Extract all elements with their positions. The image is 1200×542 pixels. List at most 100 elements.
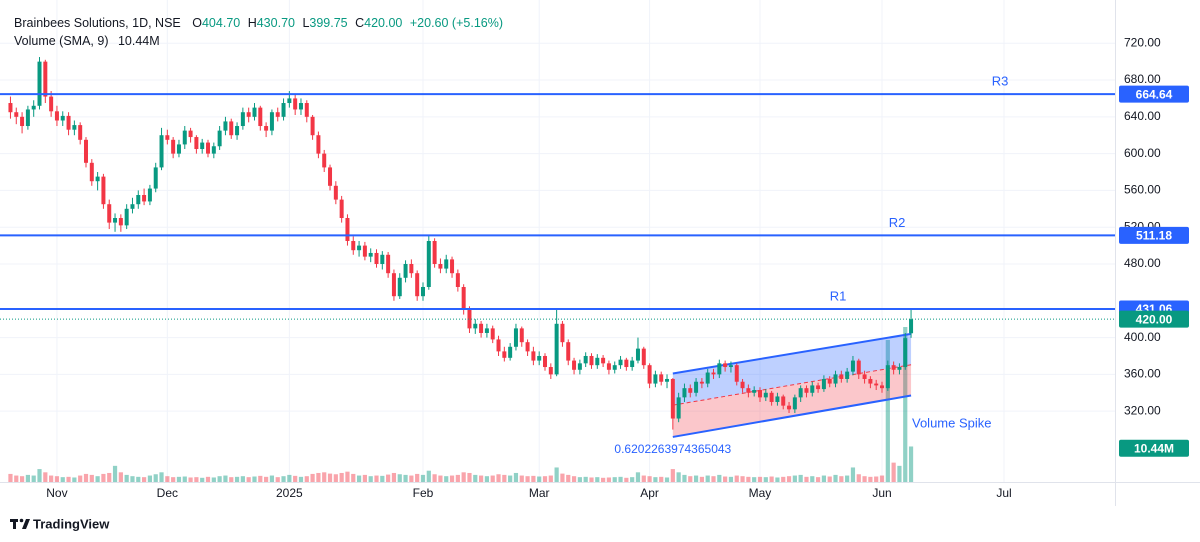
volume-bar <box>19 476 25 482</box>
candle-body <box>624 359 629 368</box>
volume-bar <box>595 477 600 482</box>
volume-bar <box>246 477 251 482</box>
volume-bar <box>693 475 699 482</box>
volume-bar <box>426 470 431 482</box>
candle-body <box>763 392 768 398</box>
candle-body <box>49 96 54 112</box>
volume-bar <box>699 476 704 482</box>
volume-bar <box>601 477 606 482</box>
volume-bar <box>612 477 617 482</box>
volume-bar <box>252 476 257 482</box>
candle-body <box>78 125 83 140</box>
candle-body <box>206 142 211 154</box>
volume-bar <box>43 472 48 482</box>
volume-bar <box>281 476 286 482</box>
candle-body <box>43 61 48 97</box>
candle-body <box>769 392 774 402</box>
volume-bar <box>205 476 211 482</box>
volume-bar <box>804 476 809 482</box>
volume-bar <box>635 472 641 482</box>
volume-bar <box>316 472 321 482</box>
ohlc-key: L <box>302 16 309 30</box>
volume-bar <box>287 474 292 482</box>
volume-bar <box>351 473 356 482</box>
volume-bar <box>403 474 408 482</box>
x-tick-label: Nov <box>46 486 67 500</box>
volume-bar <box>519 475 524 482</box>
candle-body <box>717 363 722 375</box>
logo-part <box>22 519 30 529</box>
volume-sma-box <box>1119 439 1189 457</box>
ohlc-value: 404.70 <box>202 16 240 30</box>
volume-bar <box>874 476 879 482</box>
volume-bar <box>78 475 83 482</box>
candle-body <box>705 372 710 384</box>
ohlc-key: C <box>355 16 364 30</box>
volume-bar <box>374 475 379 482</box>
candle-body <box>612 365 617 370</box>
candle-body <box>508 346 513 358</box>
candle-body <box>839 374 844 379</box>
axis-layer: 320.00360.00400.00480.00520.00560.00600.… <box>46 35 1189 500</box>
candle-body <box>182 130 187 145</box>
candle-body <box>618 359 623 366</box>
volume-bar <box>356 475 362 482</box>
volume-bar <box>589 477 594 482</box>
grid <box>0 0 1115 482</box>
volume-bar <box>60 477 65 482</box>
volume-bar <box>688 476 693 482</box>
candle-body <box>380 254 385 264</box>
volume-bar <box>664 477 670 482</box>
candle-body <box>333 185 338 200</box>
brand-name: TradingView <box>33 516 110 531</box>
legend-header: Brainbees Solutions, 1D, NSE O404.70 H43… <box>14 16 503 30</box>
x-tick-label: 2025 <box>276 486 303 500</box>
candle-body <box>804 388 809 393</box>
candle-body <box>891 365 896 370</box>
volume-bar <box>171 477 176 482</box>
volume-bar <box>473 474 478 482</box>
price-box <box>1119 310 1189 328</box>
volume-bar <box>438 475 443 482</box>
candle-body <box>147 188 152 202</box>
volume-bar <box>298 476 304 482</box>
volume-bar <box>647 476 652 482</box>
volume-bar <box>821 475 827 482</box>
volume-bar <box>682 474 687 482</box>
chart-title: Brainbees Solutions, 1D, NSE <box>14 16 181 30</box>
candle-body <box>107 204 112 223</box>
volume-bar <box>153 474 158 482</box>
volume-bar <box>705 475 710 482</box>
candle-body <box>258 107 263 127</box>
candle-body <box>566 342 571 361</box>
volume-bar <box>606 477 612 482</box>
volume-bar <box>798 474 803 482</box>
candle-body <box>548 367 553 375</box>
volume-bar <box>83 473 89 482</box>
candle-body <box>432 241 437 264</box>
volume-bar <box>368 476 373 482</box>
price-box <box>1119 226 1189 244</box>
candle-layer <box>8 57 914 430</box>
volume-bar <box>659 476 664 482</box>
candle-body <box>537 355 542 361</box>
x-tick-label: Apr <box>640 486 659 500</box>
volume-bar <box>560 473 565 482</box>
candle-body <box>531 351 536 361</box>
x-tick-label: Feb <box>413 486 434 500</box>
candle-body <box>328 167 333 186</box>
volume-legend-name: Volume (SMA, 9) <box>14 34 108 48</box>
candle-body <box>339 199 344 219</box>
volume-bar <box>630 477 635 482</box>
volume-bar <box>850 467 856 482</box>
candle-body <box>490 328 495 340</box>
y-tick-label: 560.00 <box>1124 183 1161 197</box>
volume-bar <box>769 476 774 482</box>
candle-body <box>479 323 484 333</box>
volume-bar <box>792 475 797 482</box>
volume-bar <box>496 474 501 482</box>
candle-body <box>543 355 548 368</box>
candle-body <box>165 135 170 140</box>
volume-bar <box>734 475 739 482</box>
candle-body <box>856 360 861 375</box>
